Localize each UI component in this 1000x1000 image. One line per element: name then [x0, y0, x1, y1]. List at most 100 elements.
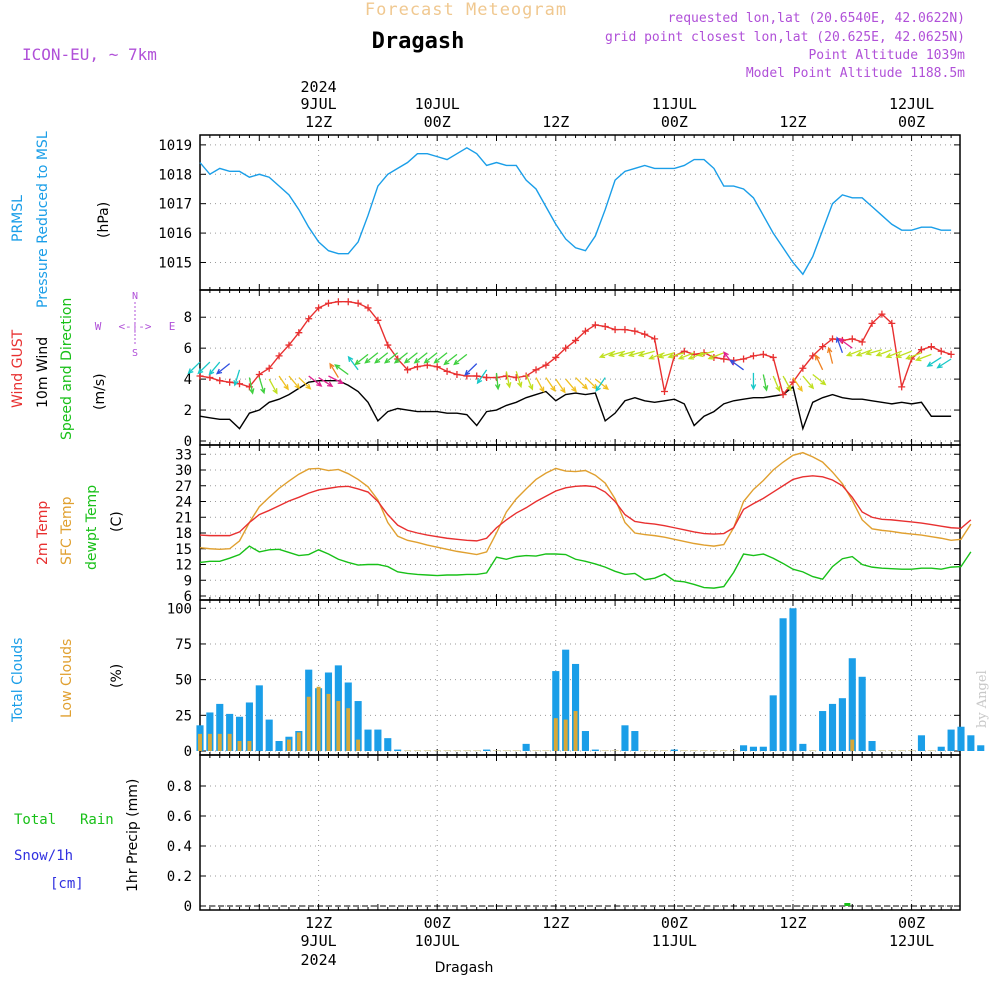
total-cloud-bar: [848, 658, 856, 751]
total-cloud-bar: [245, 702, 253, 751]
total-cloud-bar: [917, 735, 926, 751]
total-cloud-bar: [522, 743, 530, 751]
model-altitude: Model Point Altitude 1188.5m: [746, 66, 965, 81]
total-cloud-bar: [927, 750, 935, 751]
bottom-time-label: 12Z: [779, 914, 806, 932]
wind-direction-arrow: [812, 373, 827, 386]
low-cloud-bar: [306, 696, 311, 751]
wind-direction-arrow: [772, 375, 781, 393]
total-clouds-label: Total Clouds: [10, 638, 26, 723]
bottom-time-label: 00Z: [898, 914, 925, 932]
rain-bar: [844, 903, 851, 906]
total-cloud-bar: [601, 750, 609, 751]
gust-marker: [324, 299, 332, 307]
wind-direction-arrow: [707, 352, 725, 360]
total-cloud-bar: [384, 738, 392, 751]
gust-marker: [917, 346, 925, 354]
gust-marker: [631, 327, 639, 335]
gust-marker: [740, 355, 748, 363]
wind-direction-arrow: [515, 371, 523, 389]
low-clouds-label: Low Clouds: [59, 639, 75, 718]
total-cloud-bar: [651, 750, 659, 751]
gust-marker: [868, 319, 876, 327]
gust-marker: [364, 304, 372, 312]
wind-direction-arrow: [677, 352, 695, 360]
gust-marker: [572, 336, 580, 344]
wind-direction-arrow: [364, 352, 379, 364]
y-tick-label: 0.4: [167, 839, 192, 855]
gust-marker: [216, 377, 224, 385]
gust-label: Wind GUST: [10, 329, 26, 408]
total-cloud-bar: [690, 750, 698, 751]
gust-marker: [433, 363, 441, 371]
wind-direction-arrow: [208, 361, 221, 376]
total-cloud-bar: [591, 749, 599, 751]
y-tick-label: 25: [175, 708, 192, 724]
dewpt-label: dewpt Temp: [84, 485, 100, 570]
low-cloud-bar: [227, 733, 232, 751]
gust-marker: [937, 347, 945, 355]
point-altitude: Point Altitude 1039m: [808, 48, 965, 63]
wind-direction-arrow: [595, 377, 606, 392]
total-cloud-bar: [670, 749, 678, 751]
low-cloud-bar: [296, 732, 301, 751]
top-time-label: 00Z: [898, 113, 925, 131]
wind-direction-arrow: [875, 349, 893, 357]
dewpt-line: [199, 545, 972, 589]
data-marks-layer: [187, 147, 985, 907]
low-cloud-bar: [553, 718, 558, 751]
low-cloud-bar: [573, 711, 578, 751]
gust-marker: [285, 341, 293, 349]
low-cloud-bar: [316, 686, 321, 751]
y-tick-label: 30: [175, 463, 192, 479]
wind-direction-arrow: [505, 371, 512, 389]
wind-direction-arrow: [926, 356, 942, 367]
top-time-label: 00Z: [424, 113, 451, 131]
wind-direction-arrow: [453, 353, 468, 366]
pressure-panel-frame: [199, 134, 961, 291]
wind-direction-arrow: [374, 352, 389, 364]
y-tick-label: 1015: [158, 255, 192, 271]
wind-direction-arrow: [637, 350, 655, 358]
top-date-label: 12JUL: [889, 95, 934, 113]
gust-marker: [295, 329, 303, 337]
wind-direction-arrow: [545, 377, 556, 392]
total-cloud-bar: [532, 750, 540, 751]
gust-marker: [947, 350, 955, 358]
low-cloud-bar: [207, 733, 212, 751]
sfc-temp-line: [199, 451, 972, 556]
precip-panel-frame: [199, 754, 961, 911]
y-tick-label: 27: [175, 479, 192, 495]
wind-direction-arrow: [895, 350, 912, 359]
total-cloud-bar: [878, 750, 886, 751]
page-title: Dragash: [372, 29, 465, 54]
bottom-time-label: 00Z: [424, 914, 451, 932]
wind-direction-arrow: [575, 377, 589, 390]
wind-direction-arrow: [729, 359, 744, 371]
wind-direction-arrow: [608, 350, 626, 358]
total-cloud-bar: [759, 746, 767, 751]
wind-direction-arrow: [525, 374, 534, 391]
compass-n: N: [132, 291, 138, 302]
gust-marker: [769, 353, 777, 361]
gust-marker: [888, 319, 896, 327]
low-cloud-bar: [326, 693, 331, 751]
total-cloud-bar: [255, 685, 263, 751]
total-cloud-bar: [858, 676, 866, 751]
total-cloud-bar: [631, 731, 639, 751]
wind-speed-line: [199, 379, 952, 432]
wind-direction-arrow: [750, 372, 757, 391]
axis-labels-layer: 1015101610171018101902468691215182124273…: [158, 78, 934, 969]
bottom-date-label: 12JUL: [889, 932, 934, 950]
wind-direction-arrow: [187, 361, 201, 375]
total-cloud-bar: [947, 729, 955, 751]
gust-marker: [305, 315, 313, 323]
gust-marker: [532, 366, 540, 374]
total-cloud-bar: [443, 750, 451, 751]
grid-layer: [199, 135, 960, 910]
wind-direction-arrow: [627, 350, 645, 358]
compass-e: E: [169, 320, 176, 333]
top-time-label: 12Z: [542, 113, 569, 131]
total-cloud-bar: [364, 729, 372, 751]
gust-marker: [779, 391, 787, 399]
